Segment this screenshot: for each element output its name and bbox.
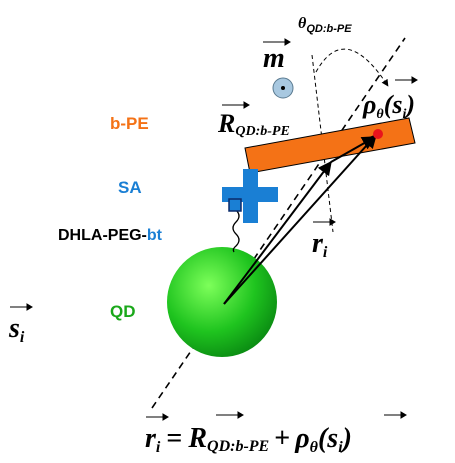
equation: ri=RQD:b-PE+ρθ(si) <box>145 423 352 456</box>
rho-label: ρθ(si) <box>362 90 415 122</box>
qd-label: QD <box>110 302 136 321</box>
symbol: s <box>391 90 402 119</box>
symbol: R <box>217 109 235 138</box>
equals: = <box>166 423 182 454</box>
paren: ) <box>404 90 415 119</box>
subscript: i <box>20 329 25 346</box>
m-label: m <box>263 43 285 74</box>
plus: + <box>274 423 290 454</box>
subscript: i <box>323 244 328 261</box>
subscript: QD:b-PE <box>306 23 352 35</box>
linker-label: DHLA-PEG-bt <box>58 227 163 244</box>
s-label: si <box>8 313 25 346</box>
sa-label: SA <box>118 178 142 197</box>
m-dot <box>281 86 285 90</box>
r-label: ri <box>312 228 328 261</box>
symbol: ρ <box>294 423 309 454</box>
biotin-square <box>229 199 241 211</box>
theta-label: θQD:b-PE <box>298 15 352 35</box>
symbol: R <box>187 423 207 454</box>
linker-tail: bt <box>147 227 163 244</box>
subscript: QD:b-PE <box>235 124 289 139</box>
red-dot <box>373 129 383 139</box>
b-pe-label: b-PE <box>110 114 149 133</box>
linker-main: DHLA-PEG- <box>58 227 147 244</box>
r-qd-label: RQD:b-PE <box>217 109 290 139</box>
diagram: θQD:b-PE m b-PE RQD:b-PE ρθ(si) SA DHLA-… <box>0 0 455 463</box>
angle-arc <box>316 49 388 86</box>
symbol: ρ <box>362 90 376 119</box>
symbol: s <box>8 313 20 344</box>
linker-curve <box>233 210 239 252</box>
symbol: s <box>326 423 338 454</box>
subscript: QD:b-PE <box>207 438 269 455</box>
subscript: i <box>156 439 161 456</box>
